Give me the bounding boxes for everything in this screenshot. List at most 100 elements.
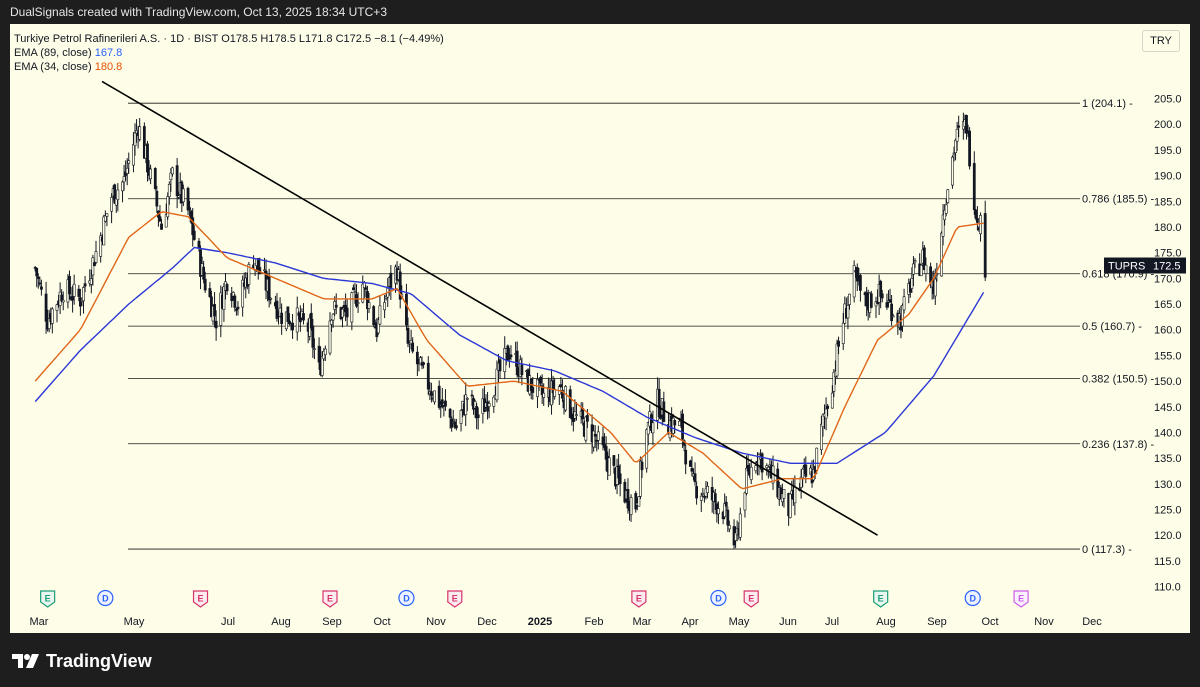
candle-body[interactable] <box>612 455 616 466</box>
candle-body[interactable] <box>275 300 279 319</box>
candle-body[interactable] <box>186 187 190 211</box>
candle-body[interactable] <box>330 319 333 325</box>
candle-body[interactable] <box>350 292 354 323</box>
earnings-marker[interactable] <box>40 590 56 608</box>
candle-body[interactable] <box>717 508 720 515</box>
candle-body[interactable] <box>952 152 956 155</box>
ema89-line[interactable] <box>34 246 985 464</box>
candle-body[interactable] <box>36 276 40 279</box>
earnings-marker[interactable] <box>631 590 647 608</box>
candle-body[interactable] <box>44 293 48 322</box>
candle-body[interactable] <box>288 320 291 325</box>
candle-body[interactable] <box>231 292 235 297</box>
candle-body[interactable] <box>406 327 410 344</box>
candle-body[interactable] <box>749 466 753 480</box>
candle-body[interactable] <box>236 306 240 310</box>
candle-body[interactable] <box>693 473 697 483</box>
candle-body[interactable] <box>902 296 906 311</box>
candle-body[interactable] <box>684 449 688 465</box>
earnings-marker[interactable] <box>322 590 338 608</box>
candle-body[interactable] <box>132 144 135 166</box>
candle-body[interactable] <box>701 492 705 495</box>
candle-body[interactable] <box>688 460 692 467</box>
candle-body[interactable] <box>746 464 750 472</box>
candle-body[interactable] <box>585 415 589 422</box>
candle-body[interactable] <box>99 235 103 257</box>
candle-body[interactable] <box>837 340 840 347</box>
candle-body[interactable] <box>203 278 207 291</box>
candle-body[interactable] <box>601 436 605 446</box>
candle-body[interactable] <box>219 292 223 326</box>
candle-body[interactable] <box>941 214 945 237</box>
earnings-marker[interactable] <box>192 590 209 608</box>
candle-body[interactable] <box>465 398 469 400</box>
candle-body[interactable] <box>830 392 834 409</box>
candle-body[interactable] <box>127 160 131 164</box>
candle-body[interactable] <box>415 351 419 365</box>
candle-body[interactable] <box>38 282 42 285</box>
candle-body[interactable] <box>498 359 502 372</box>
candle-body[interactable] <box>651 422 655 434</box>
candle-body[interactable] <box>214 320 218 329</box>
candle-body[interactable] <box>328 320 332 354</box>
candle-body[interactable] <box>852 265 856 298</box>
candle-body[interactable] <box>263 269 266 272</box>
candle-body[interactable] <box>356 302 360 304</box>
candle-body[interactable] <box>142 126 146 159</box>
candle-body[interactable] <box>954 139 957 153</box>
candle-body[interactable] <box>662 401 666 422</box>
candle-body[interactable] <box>138 126 142 140</box>
candle-body[interactable] <box>364 287 368 290</box>
chart-panel[interactable]: 1 (204.1) -0.786 (185.5) -0.618 (170.9) … <box>10 24 1190 633</box>
candle-body[interactable] <box>645 429 649 469</box>
candle-body[interactable] <box>972 163 976 210</box>
candle-body[interactable] <box>181 188 185 203</box>
candle-body[interactable] <box>890 303 894 322</box>
candle-body[interactable] <box>376 319 380 334</box>
candle-body[interactable] <box>405 293 408 326</box>
candle-body[interactable] <box>673 420 677 426</box>
candle-body[interactable] <box>879 281 883 297</box>
candle-body[interactable] <box>968 130 972 167</box>
candle-body[interactable] <box>913 260 917 263</box>
candle-body[interactable] <box>690 467 694 472</box>
candle-body[interactable] <box>593 433 597 437</box>
candle-body[interactable] <box>492 396 496 407</box>
candle-body[interactable] <box>681 413 684 440</box>
candle-body[interactable] <box>983 213 987 278</box>
candle-body[interactable] <box>202 266 206 280</box>
dividend-marker[interactable] <box>97 589 114 607</box>
candle-body[interactable] <box>699 495 703 501</box>
candle-body[interactable] <box>531 387 535 393</box>
candle-body[interactable] <box>116 189 120 200</box>
candle-body[interactable] <box>819 423 823 451</box>
candle-body[interactable] <box>320 355 324 376</box>
price-chart[interactable]: 1 (204.1) -0.786 (185.5) -0.618 (170.9) … <box>10 24 1190 633</box>
earnings-marker[interactable] <box>873 590 889 608</box>
candle-body[interactable] <box>539 377 543 384</box>
candle-body[interactable] <box>311 325 315 348</box>
candle-body[interactable] <box>267 275 271 301</box>
candle-body[interactable] <box>815 447 819 471</box>
candle-body[interactable] <box>891 315 895 318</box>
candle-body[interactable] <box>542 392 546 398</box>
currency-button[interactable]: TRY <box>1142 30 1180 52</box>
candle-body[interactable] <box>39 286 43 290</box>
candle-body[interactable] <box>208 288 212 297</box>
symbol-legend[interactable]: Turkiye Petrol Rafinerileri A.S. · 1D · … <box>14 33 444 45</box>
candle-body[interactable] <box>754 465 758 472</box>
candle-body[interactable] <box>745 467 748 494</box>
candle-body[interactable] <box>946 189 950 204</box>
candle-body[interactable] <box>233 295 237 308</box>
candle-body[interactable] <box>974 209 978 219</box>
candle-body[interactable] <box>444 400 447 407</box>
candle-body[interactable] <box>618 473 622 485</box>
candle-body[interactable] <box>706 485 709 493</box>
candle-body[interactable] <box>470 394 474 397</box>
candle-body[interactable] <box>197 240 201 249</box>
candle-body[interactable] <box>584 416 588 441</box>
candle-body[interactable] <box>133 132 137 147</box>
candle-body[interactable] <box>280 312 284 325</box>
candle-body[interactable] <box>869 293 873 308</box>
candle-body[interactable] <box>464 394 468 416</box>
